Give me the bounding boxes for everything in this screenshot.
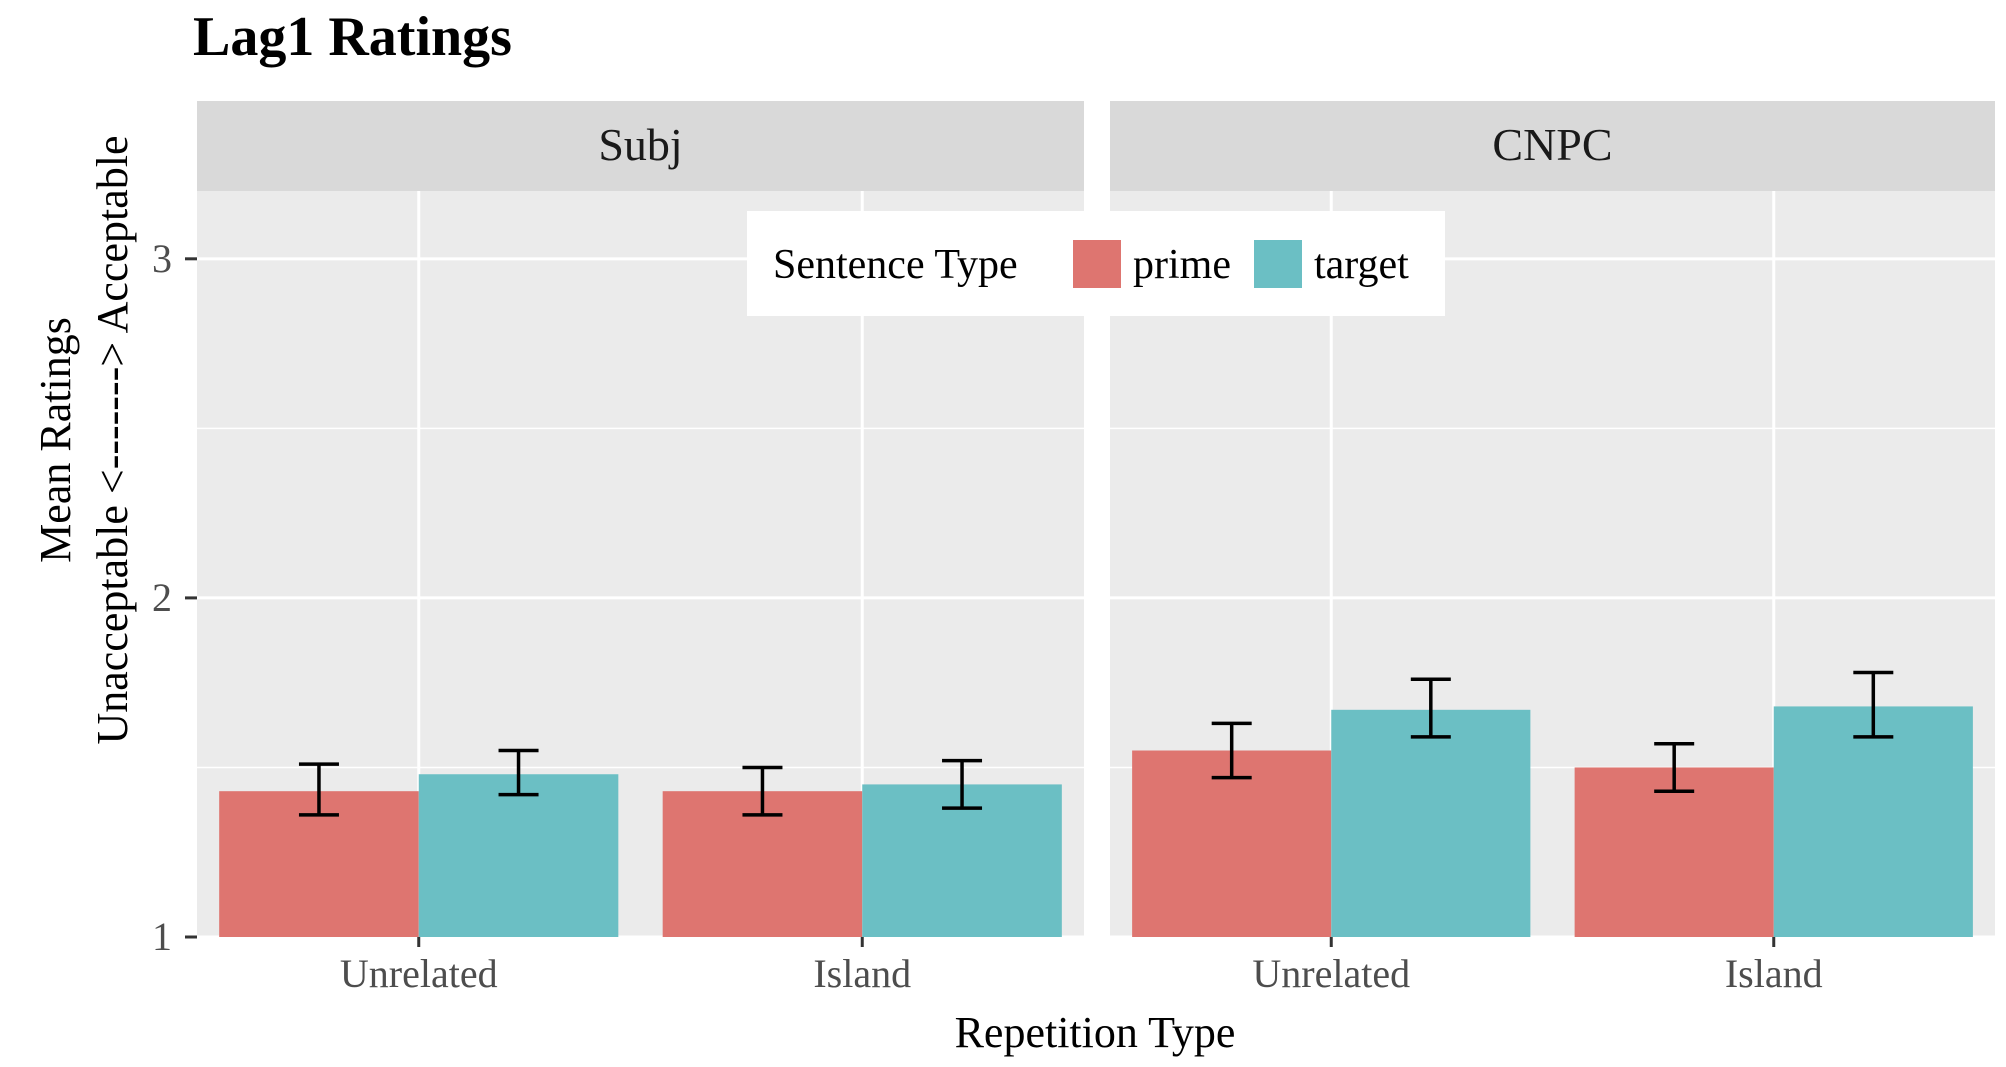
error-bar: [298, 762, 339, 817]
x-tick-label: Island: [813, 951, 911, 996]
x-tick-label: Unrelated: [340, 951, 498, 996]
facet-strip: [1110, 101, 1995, 191]
y-tick-label: 2: [152, 575, 172, 620]
error-bar: [1410, 677, 1451, 739]
y-tick-label: 3: [152, 236, 172, 281]
bar-target-unrelated: [418, 774, 619, 937]
y-axis-label-line: Mean Ratings: [31, 317, 80, 563]
chart-title: Lag1 Ratings: [193, 6, 512, 68]
bar-target-island: [1773, 706, 1973, 937]
legend-title: Sentence Type: [773, 242, 1018, 288]
bar-prime-unrelated: [1132, 750, 1332, 937]
legend-key-target: [1254, 240, 1302, 288]
legend-key-prime: [1073, 240, 1121, 288]
y-axis-label: Mean Ratings Unacceptable <-------> Accep…: [31, 135, 137, 744]
error-bar: [942, 758, 983, 810]
legend-label-prime: prime: [1133, 242, 1231, 288]
x-tick-label: Island: [1725, 951, 1823, 996]
bar-prime-island: [1574, 767, 1774, 937]
axes-layer: Unrelated Island Unrelated Island 1 2 3: [152, 236, 1823, 996]
facet-strip: [197, 101, 1084, 191]
panels-layer: Subj CNPC: [197, 101, 1995, 939]
legend: Sentence Type prime target: [747, 211, 1445, 316]
facet-label: Subj: [598, 119, 682, 170]
legend-label-target: target: [1314, 242, 1409, 288]
x-tick-label: Unrelated: [1252, 951, 1410, 996]
panel-subj: Subj: [197, 101, 1084, 939]
facet-label: CNPC: [1492, 119, 1612, 170]
error-bar: [742, 765, 783, 817]
error-bar: [1654, 741, 1695, 793]
error-bar: [1211, 721, 1252, 780]
error-bar: [1853, 670, 1894, 739]
y-tick-label: 1: [152, 914, 172, 959]
x-axis-label: Repetition Type: [955, 1008, 1236, 1057]
bar-target-unrelated: [1331, 709, 1531, 937]
y-axis-label-line: Unacceptable <-------> Acceptable: [88, 135, 137, 744]
error-bar: [498, 748, 539, 797]
